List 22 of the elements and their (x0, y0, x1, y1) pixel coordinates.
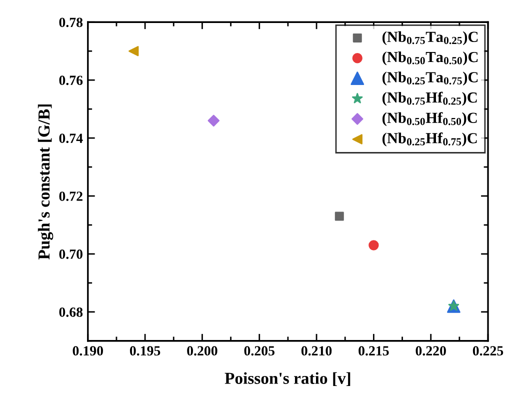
x-tick-label: 0.215 (358, 346, 389, 356)
y-tick-label: 0.76 (59, 76, 83, 86)
x-tick-label: 0.200 (187, 346, 218, 356)
legend-label: (Nb$_{0.25}$Hf$_{0.75}$)C (382, 132, 477, 146)
y-tick-label: 0.74 (59, 134, 83, 144)
legend-label: (Nb$_{0.75}$Ta$_{0.25}$)C (382, 31, 478, 46)
x-tick-label: 0.225 (472, 346, 504, 356)
x-axis-title: Poisson's ratio [v] (224, 372, 350, 386)
x-tick-label: 0.190 (72, 346, 103, 356)
legend-label: (Nb$_{0.25}$Ta$_{0.75}$)C (382, 72, 478, 86)
x-tick-label: 0.210 (301, 346, 332, 356)
y-tick-label: 0.78 (59, 18, 83, 28)
y-tick-label: 0.68 (59, 307, 83, 317)
y-axis-title: Pugh's constant [G/B] (38, 104, 54, 260)
x-tick-label: 0.195 (130, 346, 160, 356)
legend-label: (Nb$_{0.50}$Hf$_{0.50}$)C (382, 112, 477, 126)
y-tick-label: 0.72 (59, 192, 82, 202)
legend-label: (Nb$_{0.50}$Ta$_{0.50}$)C (382, 51, 478, 66)
x-tick-label: 0.220 (416, 346, 446, 356)
x-tick-label: 0.205 (244, 346, 274, 356)
y-tick-label: 0.70 (59, 250, 82, 259)
legend-label: (Nb$_{0.75}$Hf$_{0.25}$)C (382, 92, 477, 106)
